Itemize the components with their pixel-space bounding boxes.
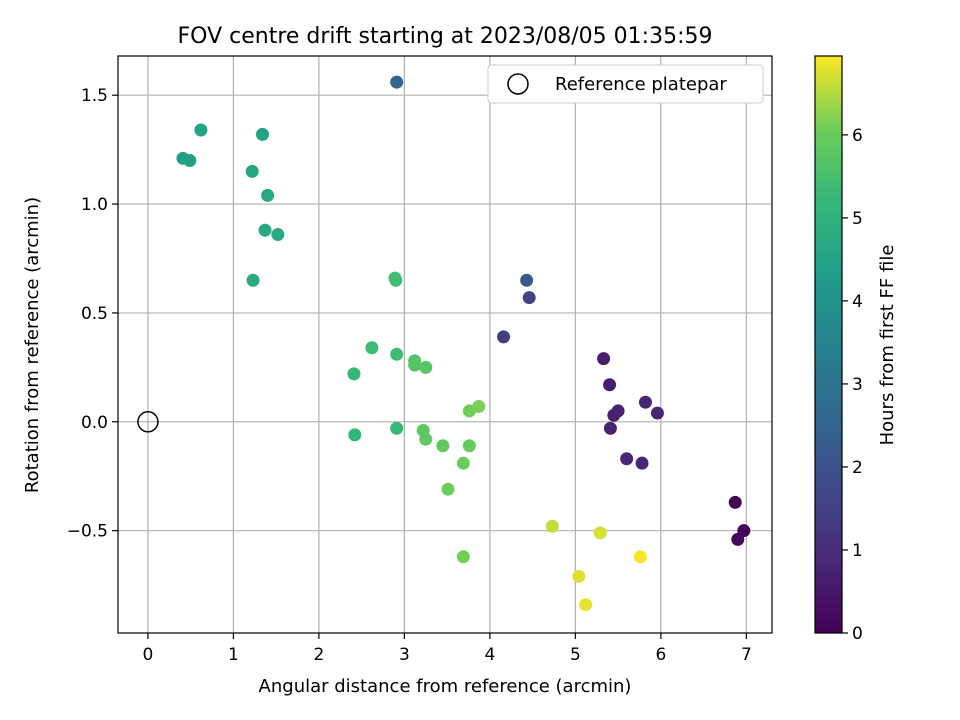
scatter-point <box>347 367 361 381</box>
x-tick-label: 2 <box>313 645 324 665</box>
scatter-point <box>472 400 486 414</box>
y-tick-label: 0.5 <box>81 304 108 324</box>
x-tick-label: 6 <box>655 645 666 665</box>
x-tick-label: 4 <box>484 645 495 665</box>
scatter-point <box>419 432 433 446</box>
scatter-point <box>390 421 404 435</box>
scatter-point <box>419 360 433 374</box>
colorbar-tick-label: 3 <box>852 375 863 395</box>
scatter-point <box>441 482 455 496</box>
x-tick-label: 0 <box>143 645 154 665</box>
scatter-point <box>497 330 511 344</box>
scatter-point <box>436 439 450 453</box>
scatter-point <box>246 273 260 287</box>
reference-platepar-marker <box>137 411 159 433</box>
scatter-point <box>620 452 634 466</box>
y-tick-label: 1.0 <box>81 195 108 215</box>
chart-title: FOV centre drift starting at 2023/08/05 … <box>178 24 713 49</box>
scatter-point <box>365 341 379 355</box>
scatter-point <box>593 526 607 540</box>
y-tick-label: 0.0 <box>81 413 108 433</box>
scatter-point <box>183 154 197 168</box>
colorbar-ticks: 0 1 2 3 4 5 6 <box>842 126 863 644</box>
scatter-point <box>348 428 362 442</box>
colorbar-tick-label: 4 <box>852 292 863 312</box>
scatter-point <box>545 519 559 533</box>
scatter-point <box>462 439 476 453</box>
plot-frame <box>117 55 773 634</box>
scatter-point <box>390 347 404 361</box>
scatter-point <box>389 273 403 287</box>
scatter-point <box>638 395 652 409</box>
scatter-point <box>522 291 536 305</box>
scatter-point <box>258 223 272 237</box>
x-axis-label: Angular distance from reference (arcmin) <box>259 676 632 697</box>
x-tick-label: 3 <box>399 645 410 665</box>
legend-label-reference: Reference platepar <box>555 74 727 95</box>
colorbar-tick-label: 6 <box>852 126 863 146</box>
scatter-point <box>579 598 593 612</box>
colorbar-gradient <box>814 55 843 634</box>
y-tick-label: 1.5 <box>81 86 108 106</box>
legend-box <box>487 64 764 104</box>
scatter-point <box>597 352 611 366</box>
reference-layer <box>137 411 159 433</box>
x-tick-label: 5 <box>570 645 581 665</box>
scatter-point <box>456 456 470 470</box>
scatter-point <box>520 273 534 287</box>
y-axis-label: Rotation from reference (arcmin) <box>22 197 43 493</box>
scatter-point <box>572 569 586 583</box>
scatter-points <box>176 75 751 612</box>
scatter-point <box>271 228 285 242</box>
scatter-point <box>261 188 275 202</box>
x-tick-label: 1 <box>228 645 239 665</box>
y-axis-ticks: −0.5 0.0 0.5 1.0 1.5 <box>67 86 118 542</box>
legend-marker-reference <box>507 73 529 95</box>
scatter-point <box>731 532 745 546</box>
scatter-point <box>245 164 259 178</box>
x-tick-label: 7 <box>741 645 752 665</box>
x-axis-ticks: 0 1 2 3 4 5 6 7 <box>143 633 752 665</box>
colorbar-label: Hours from first FF file <box>877 245 898 446</box>
scatter-point <box>456 550 470 564</box>
y-tick-label: −0.5 <box>67 522 108 542</box>
colorbar-tick-label: 5 <box>852 209 863 229</box>
colorbar-tick-label: 2 <box>852 458 863 478</box>
colorbar-tick-label: 0 <box>852 624 863 644</box>
scatter-point <box>611 404 625 418</box>
colorbar-tick-label: 1 <box>852 541 863 561</box>
scatter-point <box>408 358 422 372</box>
colorbar: 0 1 2 3 4 5 6 Hours from first FF file <box>814 55 898 644</box>
scatter-point <box>603 421 617 435</box>
scatter-point <box>633 550 647 564</box>
scatter-point <box>635 456 649 470</box>
legend: Reference platepar <box>487 64 764 104</box>
scatter-point <box>603 378 617 392</box>
scatter-point <box>650 406 664 420</box>
scatter-point <box>194 123 208 137</box>
scatter-point <box>390 75 404 89</box>
scatter-point <box>728 495 742 509</box>
grid-lines <box>118 56 772 633</box>
scatter-point <box>255 127 269 141</box>
